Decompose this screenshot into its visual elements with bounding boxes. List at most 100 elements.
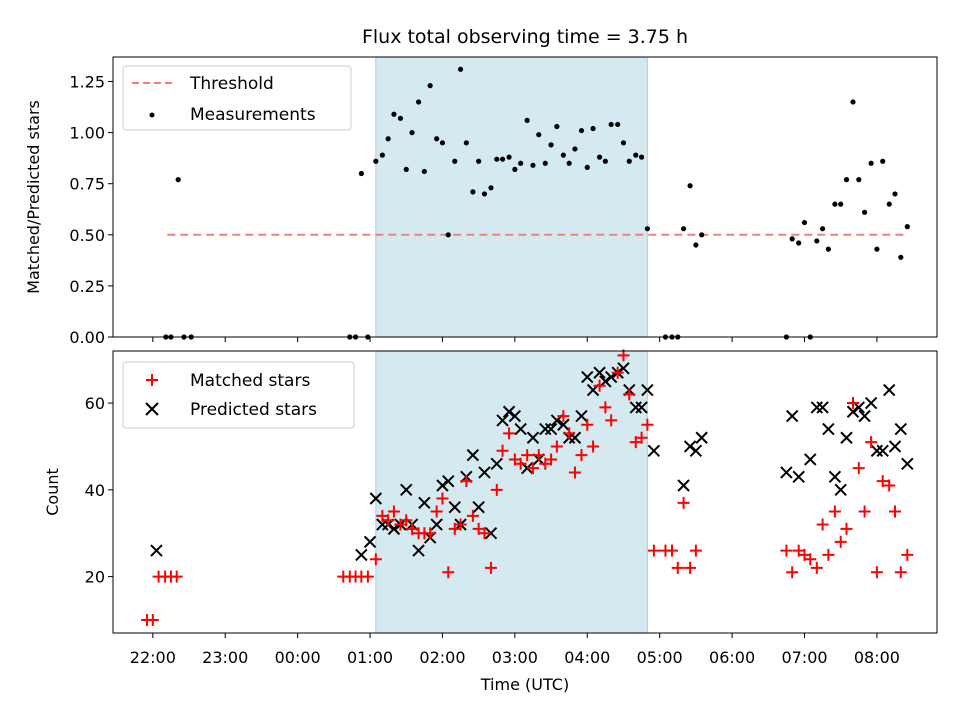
predicted-star-point	[430, 518, 443, 531]
measurement-point	[843, 177, 850, 183]
matched-star-point	[587, 440, 600, 453]
bottom-ytick-label: 20	[85, 568, 105, 587]
measurement-point	[397, 115, 404, 121]
predicted-star-point	[557, 418, 570, 431]
measurement-point	[825, 246, 831, 252]
predicted-star-point	[883, 383, 896, 397]
measurement-point	[680, 226, 687, 232]
measurement-point	[536, 132, 542, 138]
matched-star-point	[369, 553, 382, 566]
matched-star-point	[852, 462, 865, 475]
matched-star-point	[361, 570, 374, 583]
matched-star-point	[424, 527, 437, 540]
matched-star-point	[858, 505, 871, 518]
measurement-point	[886, 201, 892, 207]
matched-star-point	[780, 544, 793, 557]
predicted-star-point	[442, 474, 455, 488]
measurement-point	[470, 189, 476, 195]
measurement-point	[572, 146, 578, 152]
measurement-point	[814, 238, 820, 244]
xtick-label: 06:00	[709, 648, 755, 667]
measurement-point	[476, 158, 482, 164]
predicted-star-point	[472, 500, 485, 514]
matched-star-point	[847, 397, 860, 410]
measurement-point	[856, 177, 862, 183]
predicted-star-point	[466, 448, 480, 462]
matched-star-point	[611, 366, 624, 379]
measurement-point	[898, 254, 904, 260]
matched-star-point	[822, 548, 835, 561]
measurement-point	[524, 117, 530, 123]
matched-star-point	[623, 388, 636, 401]
measurement-point	[596, 154, 603, 160]
measurement-point	[850, 99, 856, 105]
matched-star-point	[406, 522, 419, 535]
measurement-point	[644, 226, 650, 232]
matched-star-point	[689, 544, 702, 557]
predicted-star-point	[526, 431, 540, 444]
matched-star-point	[876, 475, 889, 488]
matched-star-point	[810, 561, 823, 574]
top-axes-frame	[112, 56, 938, 338]
matched-star-point	[400, 514, 413, 527]
predicted-star-point	[689, 444, 703, 457]
predicted-star-point	[647, 444, 661, 457]
predicted-star-point	[810, 401, 824, 414]
matched-star-point	[484, 561, 497, 574]
predicted-star-point	[876, 444, 889, 457]
measurement-point	[457, 66, 464, 72]
matched-star-point	[605, 414, 618, 427]
measurement-point	[633, 152, 639, 158]
matched-star-point	[665, 544, 678, 557]
measurement-point	[566, 160, 572, 166]
xtick-label: 03:00	[492, 648, 538, 667]
x-axis-label: Time (UTC)	[480, 675, 569, 694]
predicted-star-point	[369, 492, 383, 505]
measurement-point	[687, 183, 693, 189]
predicted-star-point	[888, 440, 902, 453]
predicted-star-point	[478, 466, 491, 479]
bottom-axes-frame	[112, 350, 938, 634]
predicted-star-point	[412, 544, 425, 557]
top-ytick-label: 0.25	[69, 277, 105, 296]
measurement-point	[838, 201, 844, 207]
measurement-point	[358, 170, 364, 177]
measurement-point	[452, 158, 458, 164]
matched-star-point	[526, 462, 539, 475]
predicted-star-point	[804, 453, 817, 466]
bottom-y-axis-label: Count	[43, 468, 62, 516]
xtick-label: 23:00	[202, 648, 248, 667]
predicted-star-point	[635, 401, 648, 414]
measurement-point	[391, 111, 397, 117]
matched-star-point	[635, 431, 648, 444]
matched-star-point	[677, 496, 690, 509]
matched-star-point	[647, 544, 660, 557]
measurement-point	[175, 177, 181, 183]
top-y-axis-label: Matched/Predicted stars	[24, 100, 43, 294]
measurement-point	[445, 232, 451, 238]
predicted-star-point	[822, 422, 835, 436]
top-ytick-label: 1.00	[69, 124, 105, 143]
measurement-point	[638, 154, 645, 160]
predicted-star-point	[846, 405, 860, 418]
matched-star-point	[894, 566, 907, 579]
measurement-point	[868, 160, 874, 166]
legend-measurements-swatch	[149, 112, 155, 118]
measurement-point	[693, 242, 699, 248]
measurement-point	[874, 246, 880, 252]
predicted-star-point	[575, 409, 588, 423]
matched-star-point	[430, 505, 443, 518]
top-panel: 0.00 0.25 0.50 0.75 1.00 1.25 Matched/Predict…	[24, 56, 938, 347]
top-ytick-label: 0.75	[69, 175, 105, 194]
xtick-label: 08:00	[854, 648, 900, 667]
bottom-ytick-label: 60	[85, 394, 105, 413]
matched-star-point	[496, 444, 509, 457]
matched-star-point	[460, 475, 473, 488]
predicted-star-point	[683, 440, 697, 453]
matched-star-point	[870, 566, 883, 579]
matched-star-point	[568, 466, 581, 479]
measurement-point	[434, 136, 440, 142]
observing-span-shade	[375, 56, 648, 338]
measurement-point	[560, 152, 566, 158]
